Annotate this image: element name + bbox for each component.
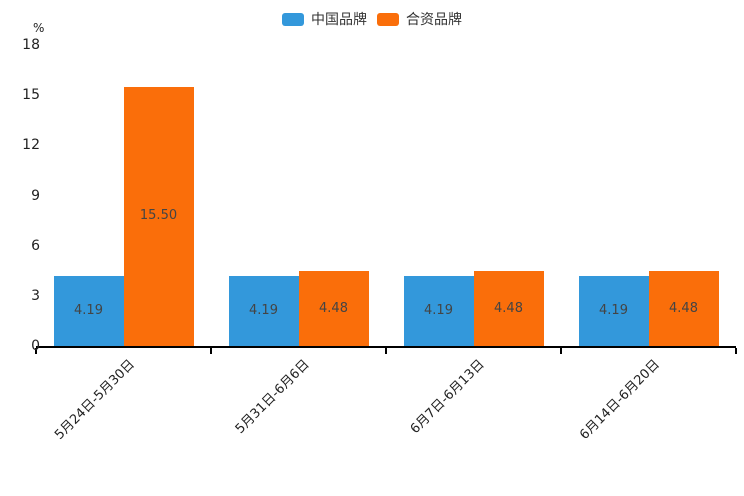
x-axis-tick	[210, 348, 212, 354]
legend-marker	[282, 12, 304, 26]
bar[interactable]	[228, 275, 299, 346]
bar-value-label: 4.19	[249, 302, 278, 318]
x-axis-tick	[735, 348, 737, 354]
y-tick-label: 12	[22, 137, 40, 154]
bar[interactable]	[53, 275, 124, 346]
bar[interactable]	[403, 275, 474, 346]
x-axis-line	[36, 346, 736, 348]
x-axis-tick	[560, 348, 562, 354]
x-axis-label: 6月7日-6月13日	[408, 357, 489, 437]
y-tick-label: 3	[31, 287, 40, 304]
y-tick-label: 6	[31, 237, 40, 254]
x-axis-tick	[35, 348, 37, 354]
x-axis-label: 5月31日-6月6日	[233, 357, 314, 437]
y-tick-label: 0	[31, 338, 40, 354]
bar-value-label: 4.19	[74, 302, 103, 318]
bar[interactable]	[648, 271, 719, 346]
bar-value-label: 4.48	[319, 300, 348, 316]
y-tick-label: 18	[22, 37, 40, 53]
legend-label: 中国品牌	[311, 12, 367, 28]
bar[interactable]	[473, 271, 544, 346]
y-tick-label: 15	[22, 87, 40, 104]
bar-value-label: 4.48	[494, 300, 523, 316]
x-axis-label: 6月14日-6月20日	[577, 357, 664, 443]
bar[interactable]	[123, 86, 194, 346]
y-tick-label: 9	[31, 187, 40, 204]
legend-label: 合资品牌	[406, 12, 462, 28]
y-axis-unit-label: %	[33, 21, 45, 35]
bar-value-label: 4.19	[599, 302, 628, 318]
legend-item-series2[interactable]: 合资品牌	[377, 9, 462, 29]
x-axis-tick	[385, 348, 387, 354]
bar-value-label: 4.19	[424, 302, 453, 318]
legend-marker	[377, 12, 399, 26]
bar[interactable]	[578, 275, 649, 346]
bar[interactable]	[298, 271, 369, 346]
legend-item-series1[interactable]: 中国品牌	[282, 9, 367, 29]
legend: 中国品牌 合资品牌	[0, 9, 744, 29]
bar-value-label: 15.50	[139, 208, 178, 224]
x-axis-label: 5月24日-5月30日	[52, 357, 139, 443]
bar-value-label: 4.48	[669, 300, 698, 316]
